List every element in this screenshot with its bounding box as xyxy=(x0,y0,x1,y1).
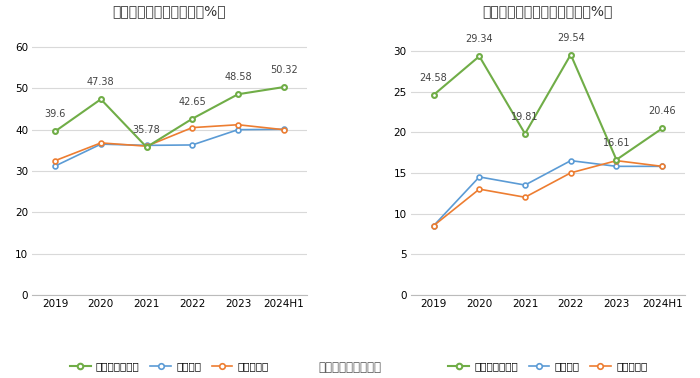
Title: 近年来有息资产负债率情况（%）: 近年来有息资产负债率情况（%） xyxy=(483,5,613,19)
Text: 29.34: 29.34 xyxy=(466,34,493,44)
Text: 39.6: 39.6 xyxy=(45,109,66,119)
Title: 近年来资产负债率情况（%）: 近年来资产负债率情况（%） xyxy=(113,5,226,19)
Text: 19.81: 19.81 xyxy=(511,112,539,122)
Text: 29.54: 29.54 xyxy=(557,33,584,42)
Text: 42.65: 42.65 xyxy=(178,97,206,107)
Legend: 有息资产负债率, 行业均值, 行业中位数: 有息资产负债率, 行业均值, 行业中位数 xyxy=(444,357,652,375)
Text: 35.78: 35.78 xyxy=(133,125,160,135)
Text: 数据来源：恒生聚源: 数据来源：恒生聚源 xyxy=(318,361,382,374)
Text: 16.61: 16.61 xyxy=(603,138,630,148)
Text: 24.58: 24.58 xyxy=(420,73,447,83)
Text: 50.32: 50.32 xyxy=(270,65,298,75)
Legend: 公司资产负债率, 行业均值, 行业中位数: 公司资产负债率, 行业均值, 行业中位数 xyxy=(66,357,273,375)
Text: 48.58: 48.58 xyxy=(224,72,252,82)
Text: 20.46: 20.46 xyxy=(648,106,676,116)
Text: 47.38: 47.38 xyxy=(87,77,115,87)
